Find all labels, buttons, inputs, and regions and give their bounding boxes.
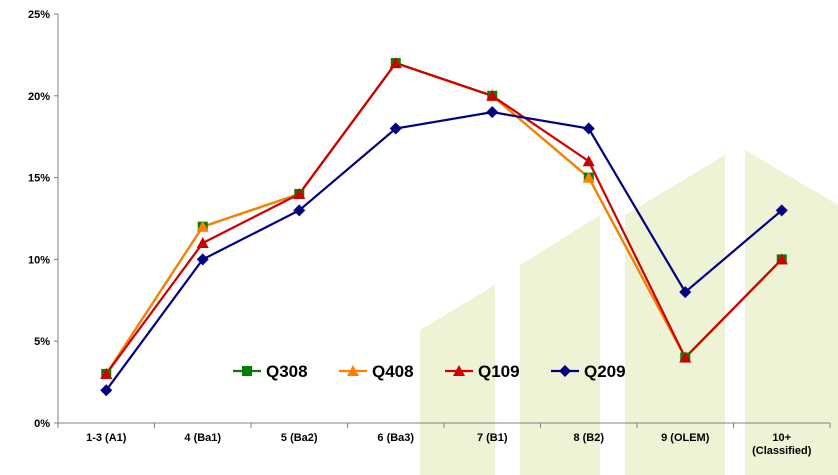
y-tick-label: 0% xyxy=(34,418,50,430)
x-tick-label: 5 (Ba2) xyxy=(281,432,318,444)
y-tick-label: 20% xyxy=(28,91,50,103)
series-markers xyxy=(100,57,788,397)
y-tick-label: 25% xyxy=(28,9,50,21)
y-tick-label: 5% xyxy=(34,336,50,348)
data-point-q109 xyxy=(293,187,306,199)
data-point-q109 xyxy=(389,57,402,69)
legend-marker-q209 xyxy=(559,365,571,377)
y-axis-tick-labels: 0% 5% 10% 15% 20% 25% xyxy=(28,9,50,430)
legend-label-q408: Q408 xyxy=(372,362,414,381)
background-watermark-logo xyxy=(420,150,838,475)
data-point-q109 xyxy=(775,253,788,265)
x-tick-label: 8 (B2) xyxy=(573,432,604,444)
watermark-shape xyxy=(745,150,838,475)
data-point-q209 xyxy=(582,122,595,135)
x-tick-label: 1-3 (A1) xyxy=(86,432,127,444)
data-point-q408 xyxy=(196,220,209,232)
data-point-q209 xyxy=(389,122,402,135)
data-point-q109 xyxy=(679,351,692,363)
y-tick-label: 15% xyxy=(28,173,50,185)
x-axis-tick-labels: 1-3 (A1) 4 (Ba1) 5 (Ba2) 6 (Ba3) 7 (B1) 8 (B2… xyxy=(86,432,812,457)
legend-label-q209: Q209 xyxy=(584,362,626,381)
data-point-q109 xyxy=(100,367,113,379)
legend-label-q308: Q308 xyxy=(266,362,308,381)
data-point-q209 xyxy=(196,253,209,266)
legend-marker-q109 xyxy=(453,365,465,376)
x-tick-label: 6 (Ba3) xyxy=(377,432,414,444)
watermark-shape xyxy=(520,215,600,475)
watermark-shape xyxy=(420,285,495,475)
series-lines xyxy=(105,61,783,391)
series-line-q109 xyxy=(105,61,783,375)
data-point-q408 xyxy=(582,171,595,183)
data-point-q209 xyxy=(486,106,499,119)
legend-label-q109: Q109 xyxy=(478,362,520,381)
chart-legend: Q308 Q408 Q109 Q209 xyxy=(233,362,626,381)
data-point-q109 xyxy=(582,155,595,167)
legend-marker-q408 xyxy=(347,365,359,376)
y-tick-label: 10% xyxy=(28,254,50,266)
data-point-q209 xyxy=(100,384,113,397)
x-tick-label: 9 (OLEM) xyxy=(661,432,710,444)
data-point-q209 xyxy=(679,286,692,299)
series-line-q209 xyxy=(105,111,783,391)
x-tick-label: 10+ (Classified) xyxy=(752,432,812,457)
data-point-q109 xyxy=(196,237,209,249)
data-point-q209 xyxy=(293,204,306,217)
data-point-q109 xyxy=(486,89,499,101)
data-point-q209 xyxy=(775,204,788,217)
chart-axes xyxy=(54,13,831,428)
legend-marker-q308 xyxy=(242,366,252,376)
watermark-shape xyxy=(625,155,725,475)
x-tick-label: 4 (Ba1) xyxy=(184,432,221,444)
x-tick-label: 7 (B1) xyxy=(477,432,508,444)
